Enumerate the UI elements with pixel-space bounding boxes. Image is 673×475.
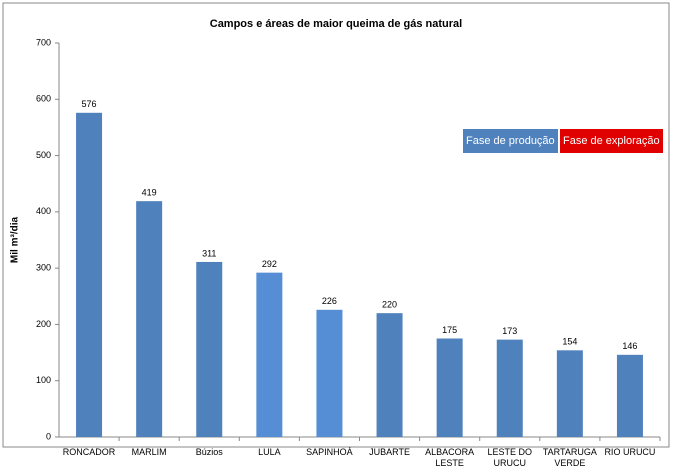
value-label: 220 xyxy=(382,300,397,310)
x-tick-label: JUBARTE xyxy=(369,447,410,457)
bar xyxy=(136,201,163,437)
value-label: 173 xyxy=(502,326,517,336)
bar xyxy=(616,354,643,437)
value-label: 311 xyxy=(202,248,216,258)
x-tick-label: LULA xyxy=(258,447,281,457)
value-label: 175 xyxy=(442,325,457,335)
x-tick-label: ALBACORA LESTE xyxy=(425,447,475,468)
bar xyxy=(76,112,103,438)
value-label: 576 xyxy=(82,99,97,109)
x-tick-label: RIO URUCU xyxy=(604,447,656,457)
bar xyxy=(436,338,463,437)
chart-border xyxy=(2,2,670,448)
x-tick-label: SAPINHOÁ xyxy=(306,447,353,457)
bar xyxy=(196,261,223,437)
value-label: 226 xyxy=(322,296,337,306)
value-label: 419 xyxy=(142,188,157,198)
y-tick-label: 500 xyxy=(36,150,51,160)
y-tick-label: 600 xyxy=(36,94,51,104)
x-tick-label: Búzios xyxy=(195,447,223,457)
x-tick-label: TARTARUGA VERDE xyxy=(542,447,597,468)
x-tick-label: MARLIM xyxy=(131,447,167,457)
bar xyxy=(496,339,523,437)
bar xyxy=(376,313,403,437)
bar xyxy=(556,350,583,437)
y-axis-label: Mil m³/dia xyxy=(10,217,21,264)
y-tick-label: 200 xyxy=(36,319,51,329)
value-label: 292 xyxy=(262,259,277,269)
y-tick-label: 0 xyxy=(46,431,51,441)
bar xyxy=(256,272,283,437)
x-tick-label: LESTE DO URUCU xyxy=(487,447,532,468)
bar xyxy=(316,309,343,437)
x-tick-label: RONCADOR xyxy=(62,447,116,457)
value-label: 154 xyxy=(562,337,577,347)
y-tick-label: 400 xyxy=(36,206,51,216)
chart-title: Campos e áreas de maior queima de gás na… xyxy=(210,18,462,30)
value-label: 146 xyxy=(622,341,637,351)
legend-item: Fase de produção xyxy=(463,129,558,153)
legend-item: Fase de exploração xyxy=(560,129,663,153)
y-tick-label: 100 xyxy=(36,375,51,385)
y-tick-label: 700 xyxy=(36,37,51,47)
y-tick-label: 300 xyxy=(36,263,51,273)
